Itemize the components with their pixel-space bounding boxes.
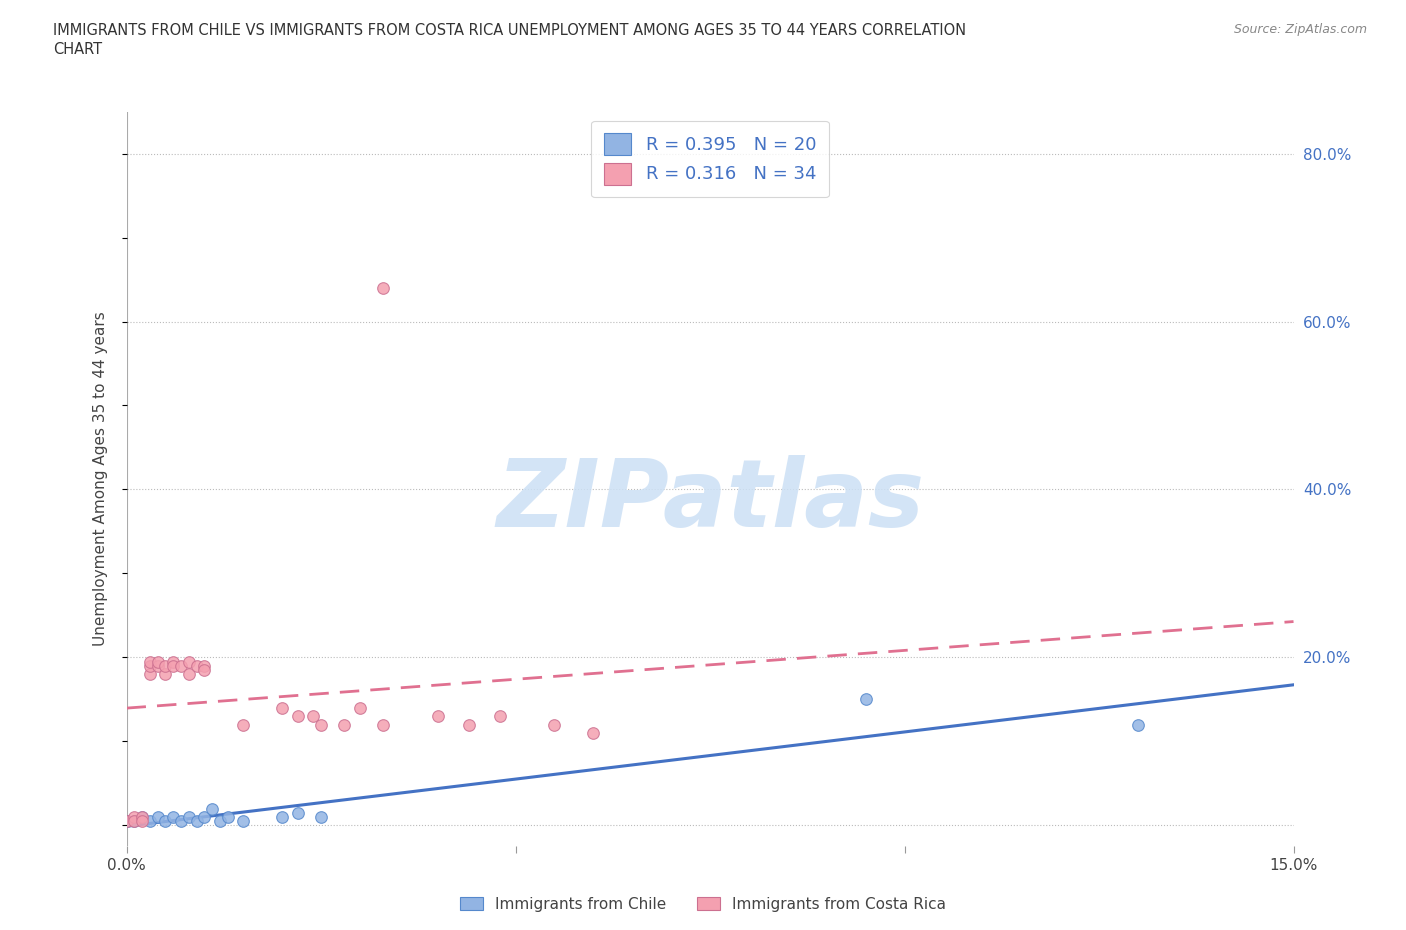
Point xyxy=(131,809,153,824)
Point xyxy=(155,667,177,682)
Point xyxy=(373,717,395,732)
Y-axis label: Unemployment Among Ages 35 to 44 years: Unemployment Among Ages 35 to 44 years xyxy=(93,312,108,646)
Point xyxy=(309,809,332,824)
Point xyxy=(139,814,162,829)
Point xyxy=(271,809,294,824)
Text: CHART: CHART xyxy=(53,42,103,57)
Point xyxy=(131,814,153,829)
Point xyxy=(170,814,193,829)
Point xyxy=(115,814,138,829)
Legend: R = 0.395   N = 20, R = 0.316   N = 34: R = 0.395 N = 20, R = 0.316 N = 34 xyxy=(592,121,828,197)
Point xyxy=(139,667,162,682)
Point xyxy=(217,809,239,824)
Point xyxy=(426,709,449,724)
Point xyxy=(162,658,184,673)
Text: IMMIGRANTS FROM CHILE VS IMMIGRANTS FROM COSTA RICA UNEMPLOYMENT AMONG AGES 35 T: IMMIGRANTS FROM CHILE VS IMMIGRANTS FROM… xyxy=(53,23,966,38)
Point xyxy=(131,809,153,824)
Point xyxy=(582,725,605,740)
Point xyxy=(162,809,184,824)
Point xyxy=(139,658,162,673)
Point xyxy=(115,814,138,829)
Point xyxy=(124,814,146,829)
Point xyxy=(193,662,215,677)
Point xyxy=(855,692,877,707)
Point xyxy=(457,717,479,732)
Point xyxy=(287,805,309,820)
Point xyxy=(177,654,200,669)
Point xyxy=(155,814,177,829)
Point xyxy=(139,654,162,669)
Point xyxy=(373,281,395,296)
Point xyxy=(124,809,146,824)
Point xyxy=(208,814,231,829)
Point xyxy=(232,717,254,732)
Point xyxy=(146,809,169,824)
Point xyxy=(146,654,169,669)
Point xyxy=(302,709,325,724)
Text: ZIPatlas: ZIPatlas xyxy=(496,455,924,547)
Legend: Immigrants from Chile, Immigrants from Costa Rica: Immigrants from Chile, Immigrants from C… xyxy=(454,890,952,918)
Point xyxy=(146,658,169,673)
Point xyxy=(333,717,356,732)
Point xyxy=(186,814,208,829)
Point xyxy=(309,717,332,732)
Point xyxy=(349,700,371,715)
Point xyxy=(1126,717,1149,732)
Point xyxy=(232,814,254,829)
Point xyxy=(271,700,294,715)
Point xyxy=(162,654,184,669)
Point xyxy=(489,709,512,724)
Point xyxy=(193,809,215,824)
Point xyxy=(193,658,215,673)
Point xyxy=(177,809,200,824)
Point xyxy=(186,658,208,673)
Point xyxy=(124,814,146,829)
Point xyxy=(201,801,224,816)
Point xyxy=(287,709,309,724)
Text: Source: ZipAtlas.com: Source: ZipAtlas.com xyxy=(1233,23,1367,36)
Point xyxy=(543,717,565,732)
Point xyxy=(170,658,193,673)
Point xyxy=(177,667,200,682)
Point xyxy=(155,658,177,673)
